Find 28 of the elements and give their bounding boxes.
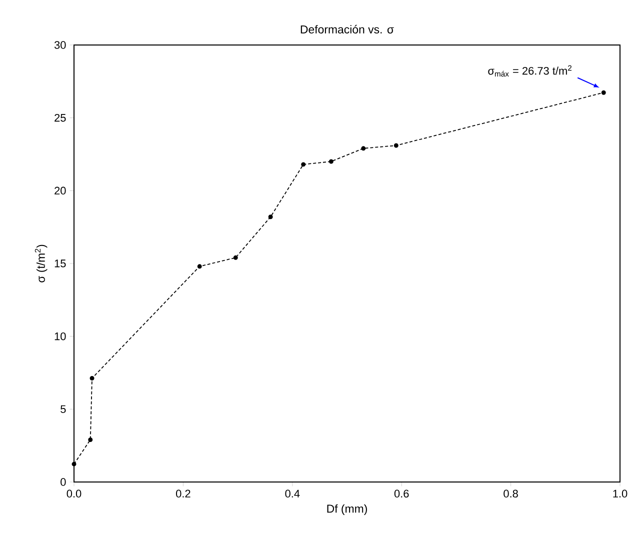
annotation: σ$_{máx}$ = 26.73 t/m$^{2}$ bbox=[488, 65, 572, 77]
x-tick-label: 0.2 bbox=[176, 490, 190, 498]
point bbox=[197, 264, 202, 269]
point bbox=[394, 143, 398, 148]
point bbox=[90, 376, 94, 381]
y-tick-label: 20 bbox=[54, 186, 66, 195]
x-tick-label: 0.4 bbox=[285, 490, 300, 498]
x-axis-title: Df (mm) bbox=[327, 504, 367, 516]
chart-title: Deformación vs. σ bbox=[300, 24, 394, 34]
point bbox=[268, 214, 273, 220]
point bbox=[601, 90, 606, 95]
point bbox=[233, 255, 238, 260]
point bbox=[88, 438, 93, 442]
x-tick-label: 0.8 bbox=[504, 490, 518, 498]
y-tick-label: 5 bbox=[60, 405, 66, 413]
point bbox=[301, 162, 306, 167]
point bbox=[361, 146, 366, 151]
point bbox=[328, 159, 334, 164]
y-tick-label: 15 bbox=[54, 260, 66, 268]
x-tick-label: 0.0 bbox=[66, 490, 82, 498]
x-tick-label: 1.0 bbox=[613, 490, 628, 498]
y-tick-label: 0 bbox=[60, 478, 66, 486]
y-tick-label: 25 bbox=[54, 114, 66, 122]
point bbox=[72, 462, 76, 466]
x-tick-label: 0.6 bbox=[394, 490, 409, 498]
y-axis-title: σ (t/m$^{2}$) bbox=[34, 244, 48, 282]
y-tick-label: 30 bbox=[54, 41, 66, 49]
y-tick-label: 10 bbox=[54, 332, 66, 340]
